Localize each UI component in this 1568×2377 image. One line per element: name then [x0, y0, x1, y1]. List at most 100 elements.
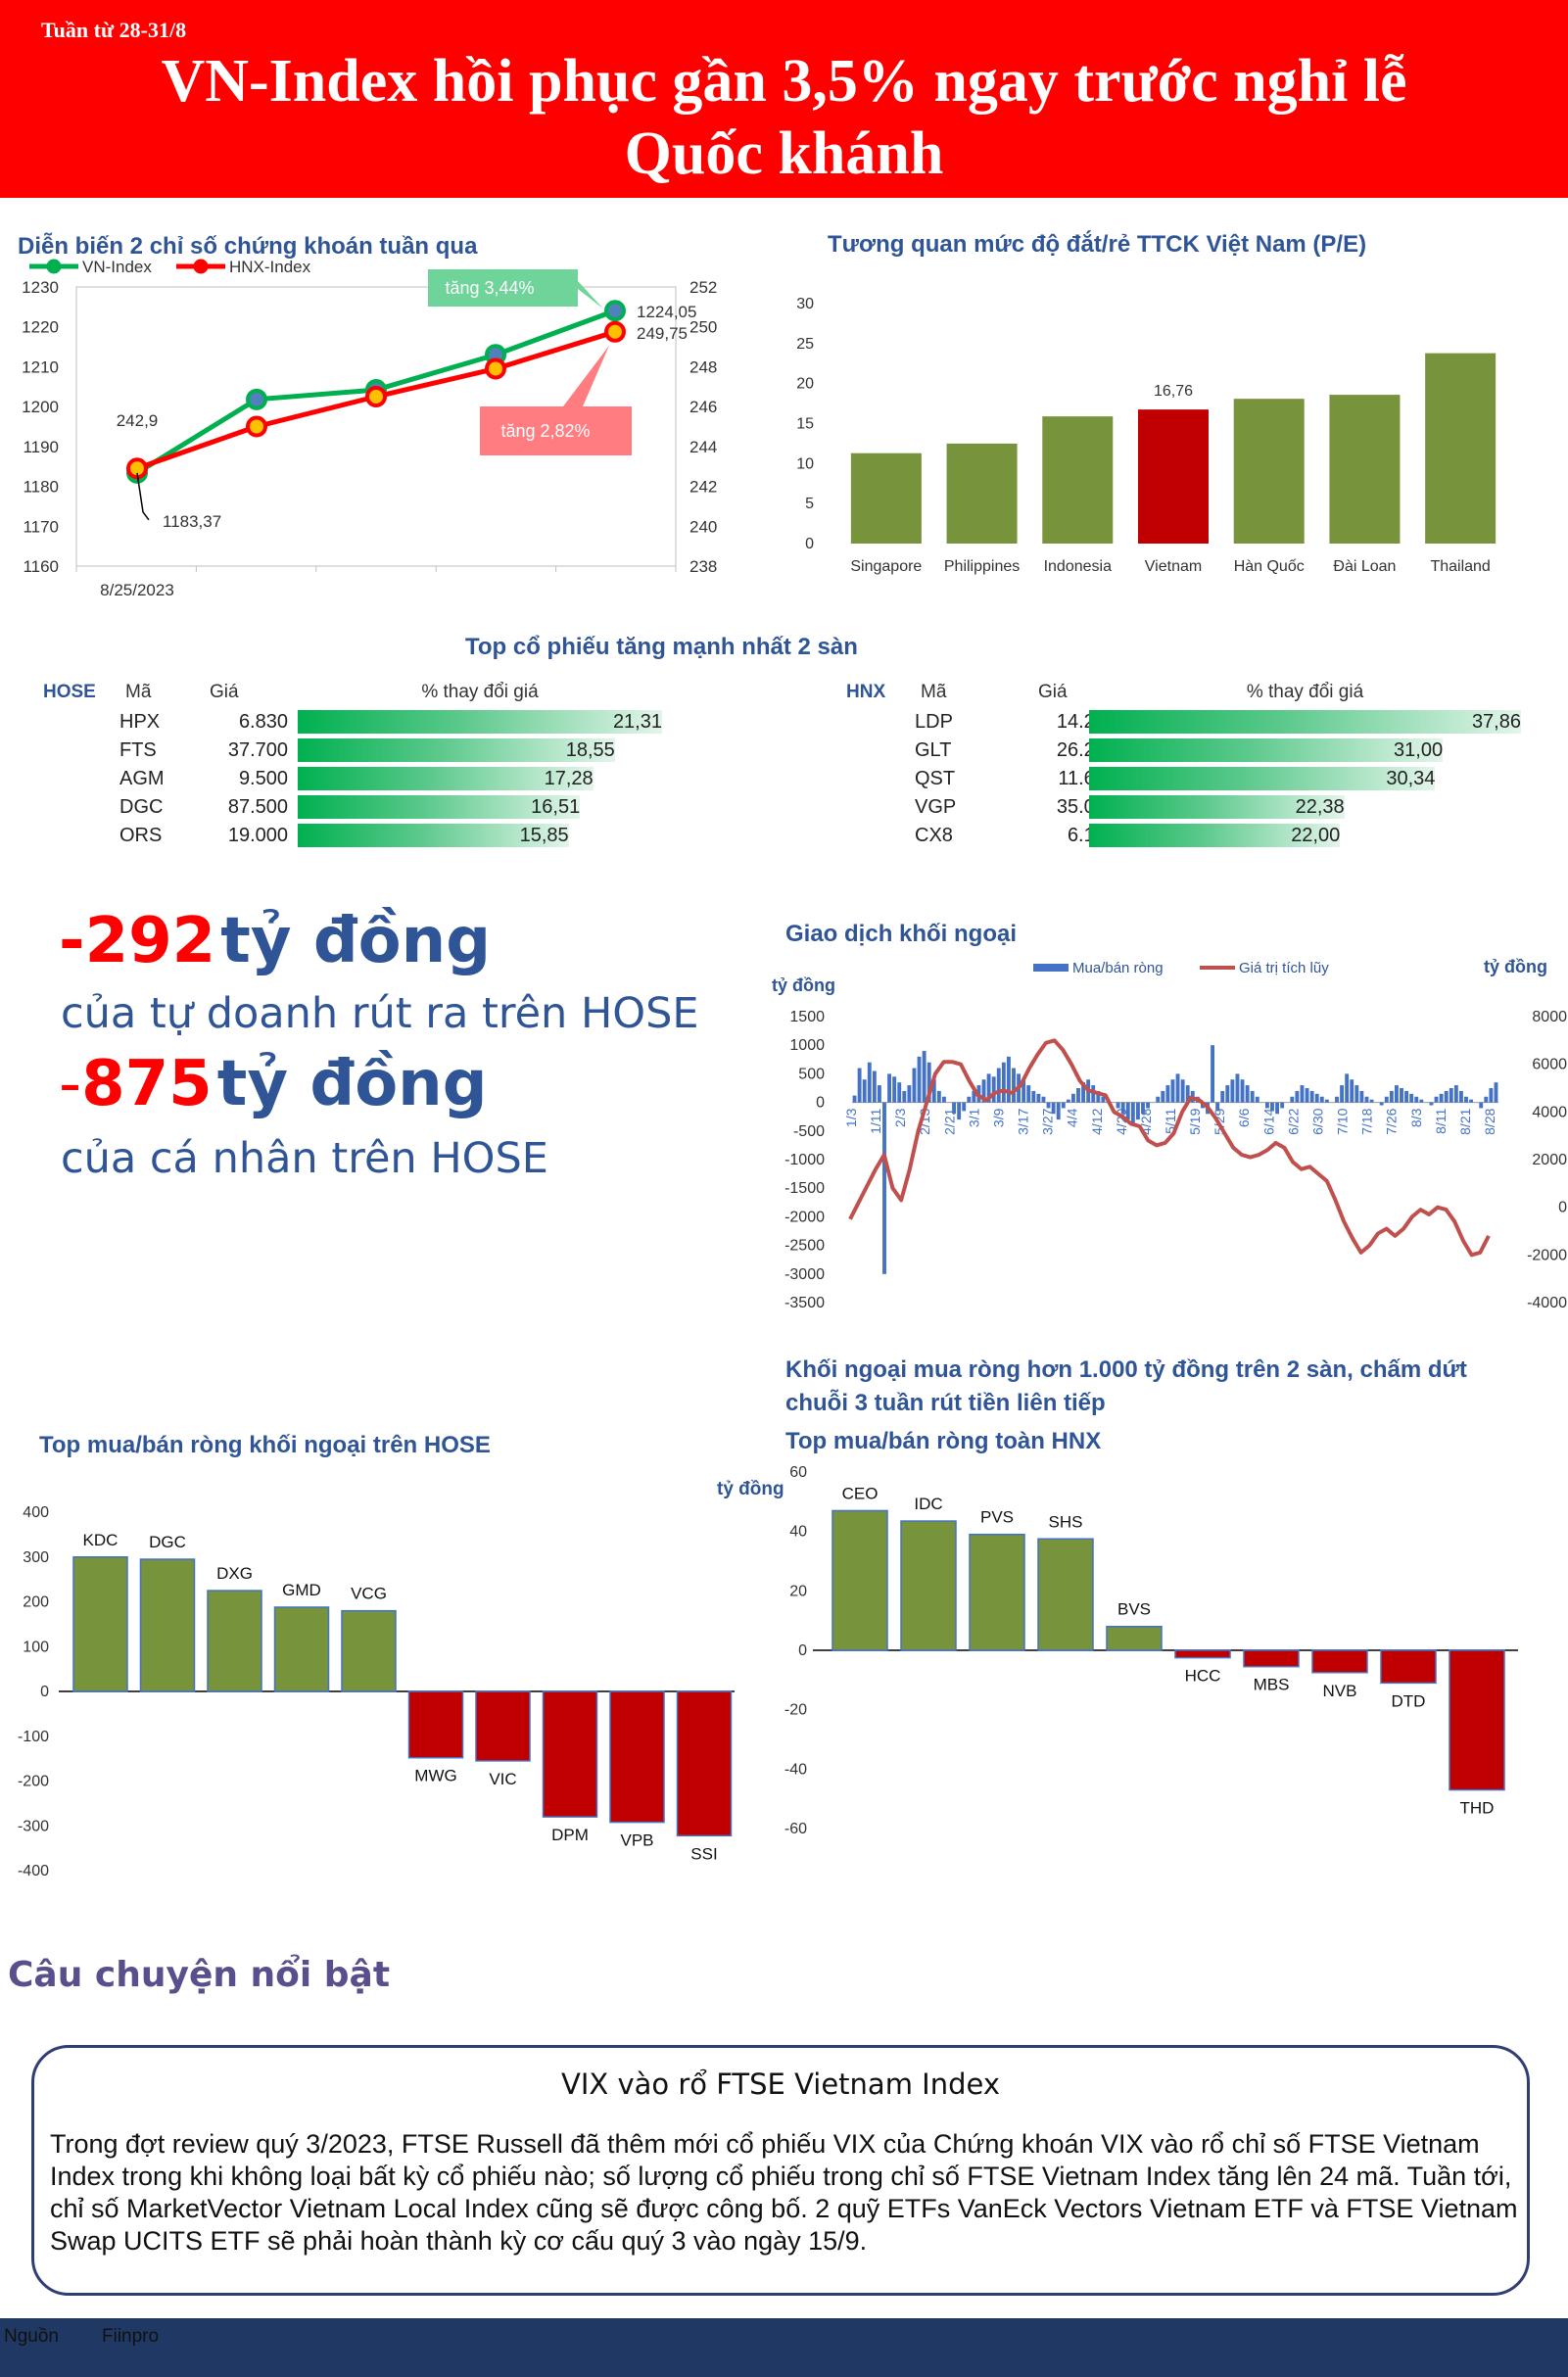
net-flow-bar — [1290, 1096, 1295, 1103]
net-flow-bar — [1185, 1085, 1190, 1103]
y-tick-left: -1500 — [784, 1180, 825, 1197]
x-tick-label: Thailand — [1430, 558, 1490, 575]
x-tick-label: 8/28 — [1482, 1108, 1497, 1134]
change-value: 31,00 — [1394, 739, 1444, 761]
y-tick-right: 240 — [689, 517, 717, 536]
y-tick-right: -2000 — [1527, 1247, 1567, 1263]
x-tick-label: Indonesia — [1044, 558, 1112, 575]
net-flow-bar — [1350, 1079, 1354, 1103]
bar-category-label: KDC — [83, 1531, 119, 1549]
x-tick-label: 4/4 — [1065, 1108, 1080, 1127]
net-flow-bar — [1041, 1096, 1046, 1103]
net-flow-bar — [1340, 1085, 1345, 1103]
net-flow-bar — [1369, 1099, 1374, 1103]
net-flow-bar — [872, 1070, 877, 1103]
y-tick: 300 — [23, 1549, 49, 1566]
bar-ceo — [832, 1509, 888, 1651]
net-flow-bar — [1161, 1090, 1165, 1103]
y-axis-label-right: tỷ đồng — [1484, 957, 1547, 976]
y-tick-right: 8000 — [1532, 1009, 1567, 1025]
hnx-foreign-chart: -60 -40 -20 0 20 40 60 CEO IDC PVS SHS BVS HCC MBS NVB… — [717, 1464, 1518, 1837]
net-flow-bar — [1404, 1090, 1409, 1103]
net-flow-bar — [1141, 1102, 1145, 1115]
stock-code: DGC — [119, 796, 164, 818]
bar-category-label: IDC — [914, 1495, 942, 1513]
vn-start-leader — [136, 472, 150, 521]
y-tick-right: 2000 — [1532, 1152, 1567, 1168]
net-flow-bar — [1220, 1090, 1225, 1103]
net-flow-bar — [1264, 1102, 1269, 1109]
net-flow-bar — [972, 1090, 976, 1103]
change-value: 37,86 — [1471, 711, 1521, 733]
exchange-label: HNX — [846, 682, 886, 702]
y-axis-label-left: tỷ đồng — [772, 975, 835, 995]
y-tick-right: 252 — [689, 278, 717, 297]
stock-price: 37.700 — [227, 739, 288, 761]
foreign-flow-title: Giao dịch khối ngoại — [785, 921, 1018, 947]
y-tick-left: 1170 — [23, 517, 59, 536]
net-flow-bar — [1479, 1102, 1484, 1109]
data-point-vn-index — [246, 388, 267, 410]
stock-price: 9.500 — [238, 768, 288, 789]
bar-singapore — [850, 452, 922, 544]
individual-figure: -875 tỷ đồng — [59, 1048, 488, 1120]
net-flow-bar — [1135, 1102, 1140, 1120]
bar-category-label: CEO — [842, 1484, 879, 1502]
y-tick-left: 1160 — [23, 557, 59, 576]
hnx-foreign-title: Top mua/bán ròng toàn HNX — [785, 1428, 1102, 1454]
net-flow-bar — [1001, 1062, 1006, 1103]
column-header-price: Giá — [210, 682, 239, 702]
net-flow-bar — [1245, 1085, 1250, 1103]
net-flow-bar — [1275, 1102, 1280, 1115]
x-tick-label: Vietnam — [1145, 558, 1202, 575]
y-tick-right: -4000 — [1527, 1295, 1567, 1311]
net-flow-bar — [1012, 1068, 1016, 1103]
net-flow-bar — [1070, 1093, 1075, 1103]
net-flow-bar — [882, 1102, 886, 1274]
bar-category-label: DGC — [149, 1533, 186, 1551]
x-tick-label: 3/17 — [1016, 1108, 1031, 1134]
net-flow-bar — [877, 1085, 881, 1103]
y-tick: 0 — [805, 536, 814, 552]
x-tick-label: 6/30 — [1309, 1108, 1325, 1134]
bar-category-label: DTD — [1392, 1691, 1426, 1710]
y-tick-right: 246 — [689, 398, 717, 416]
net-flow-bar — [1225, 1085, 1230, 1103]
y-tick: 100 — [23, 1639, 49, 1655]
y-tick-left: 1000 — [789, 1037, 825, 1054]
x-tick-label: Hàn Quốc — [1234, 558, 1305, 575]
net-flow-bar — [1414, 1096, 1419, 1103]
hose-gainers-table: HOSE Mã Giá % thay đổi giá HPX 6.830 21,31 FTS 3… — [43, 680, 670, 847]
net-flow-bar — [862, 1079, 867, 1103]
net-flow-bar — [1066, 1099, 1070, 1103]
x-tick-label: 5/19 — [1187, 1108, 1203, 1134]
net-flow-bar — [1400, 1088, 1403, 1103]
cumulative-line — [848, 1038, 1491, 1258]
x-tick-label: 2/3 — [892, 1108, 908, 1127]
net-flow-bar — [1230, 1079, 1235, 1103]
change-bar — [298, 738, 615, 762]
y-axis-label: tỷ đồng — [717, 1479, 784, 1499]
net-flow-bar — [1489, 1088, 1494, 1103]
top-gainers-title: Top cổ phiếu tăng mạnh nhất 2 sàn — [465, 634, 858, 660]
net-flow-bar — [922, 1051, 927, 1103]
data-point-hnx-index — [485, 357, 506, 380]
y-tick: 10 — [796, 455, 814, 472]
net-flow-bar — [907, 1085, 912, 1103]
bar-thailand — [1425, 353, 1497, 544]
bar-category-label: VIC — [489, 1770, 516, 1788]
data-point-vn-index — [604, 300, 626, 322]
net-flow-bar — [1469, 1099, 1474, 1103]
column-header-price: Giá — [1038, 682, 1068, 702]
data-point-hnx-index — [604, 320, 626, 343]
change-bar — [298, 795, 581, 819]
bar-category-label: SSI — [690, 1844, 717, 1863]
bar-category-label: DXG — [216, 1564, 253, 1583]
y-tick-left: -2500 — [784, 1238, 825, 1255]
net-flow-bar — [897, 1082, 902, 1103]
y-tick-right: 6000 — [1532, 1057, 1567, 1073]
data-point-hnx-index — [365, 385, 387, 407]
individual-description: của cá nhân trên HOSE — [61, 1134, 548, 1183]
bar-vpb — [609, 1690, 665, 1824]
net-flow-bar — [1384, 1096, 1389, 1103]
